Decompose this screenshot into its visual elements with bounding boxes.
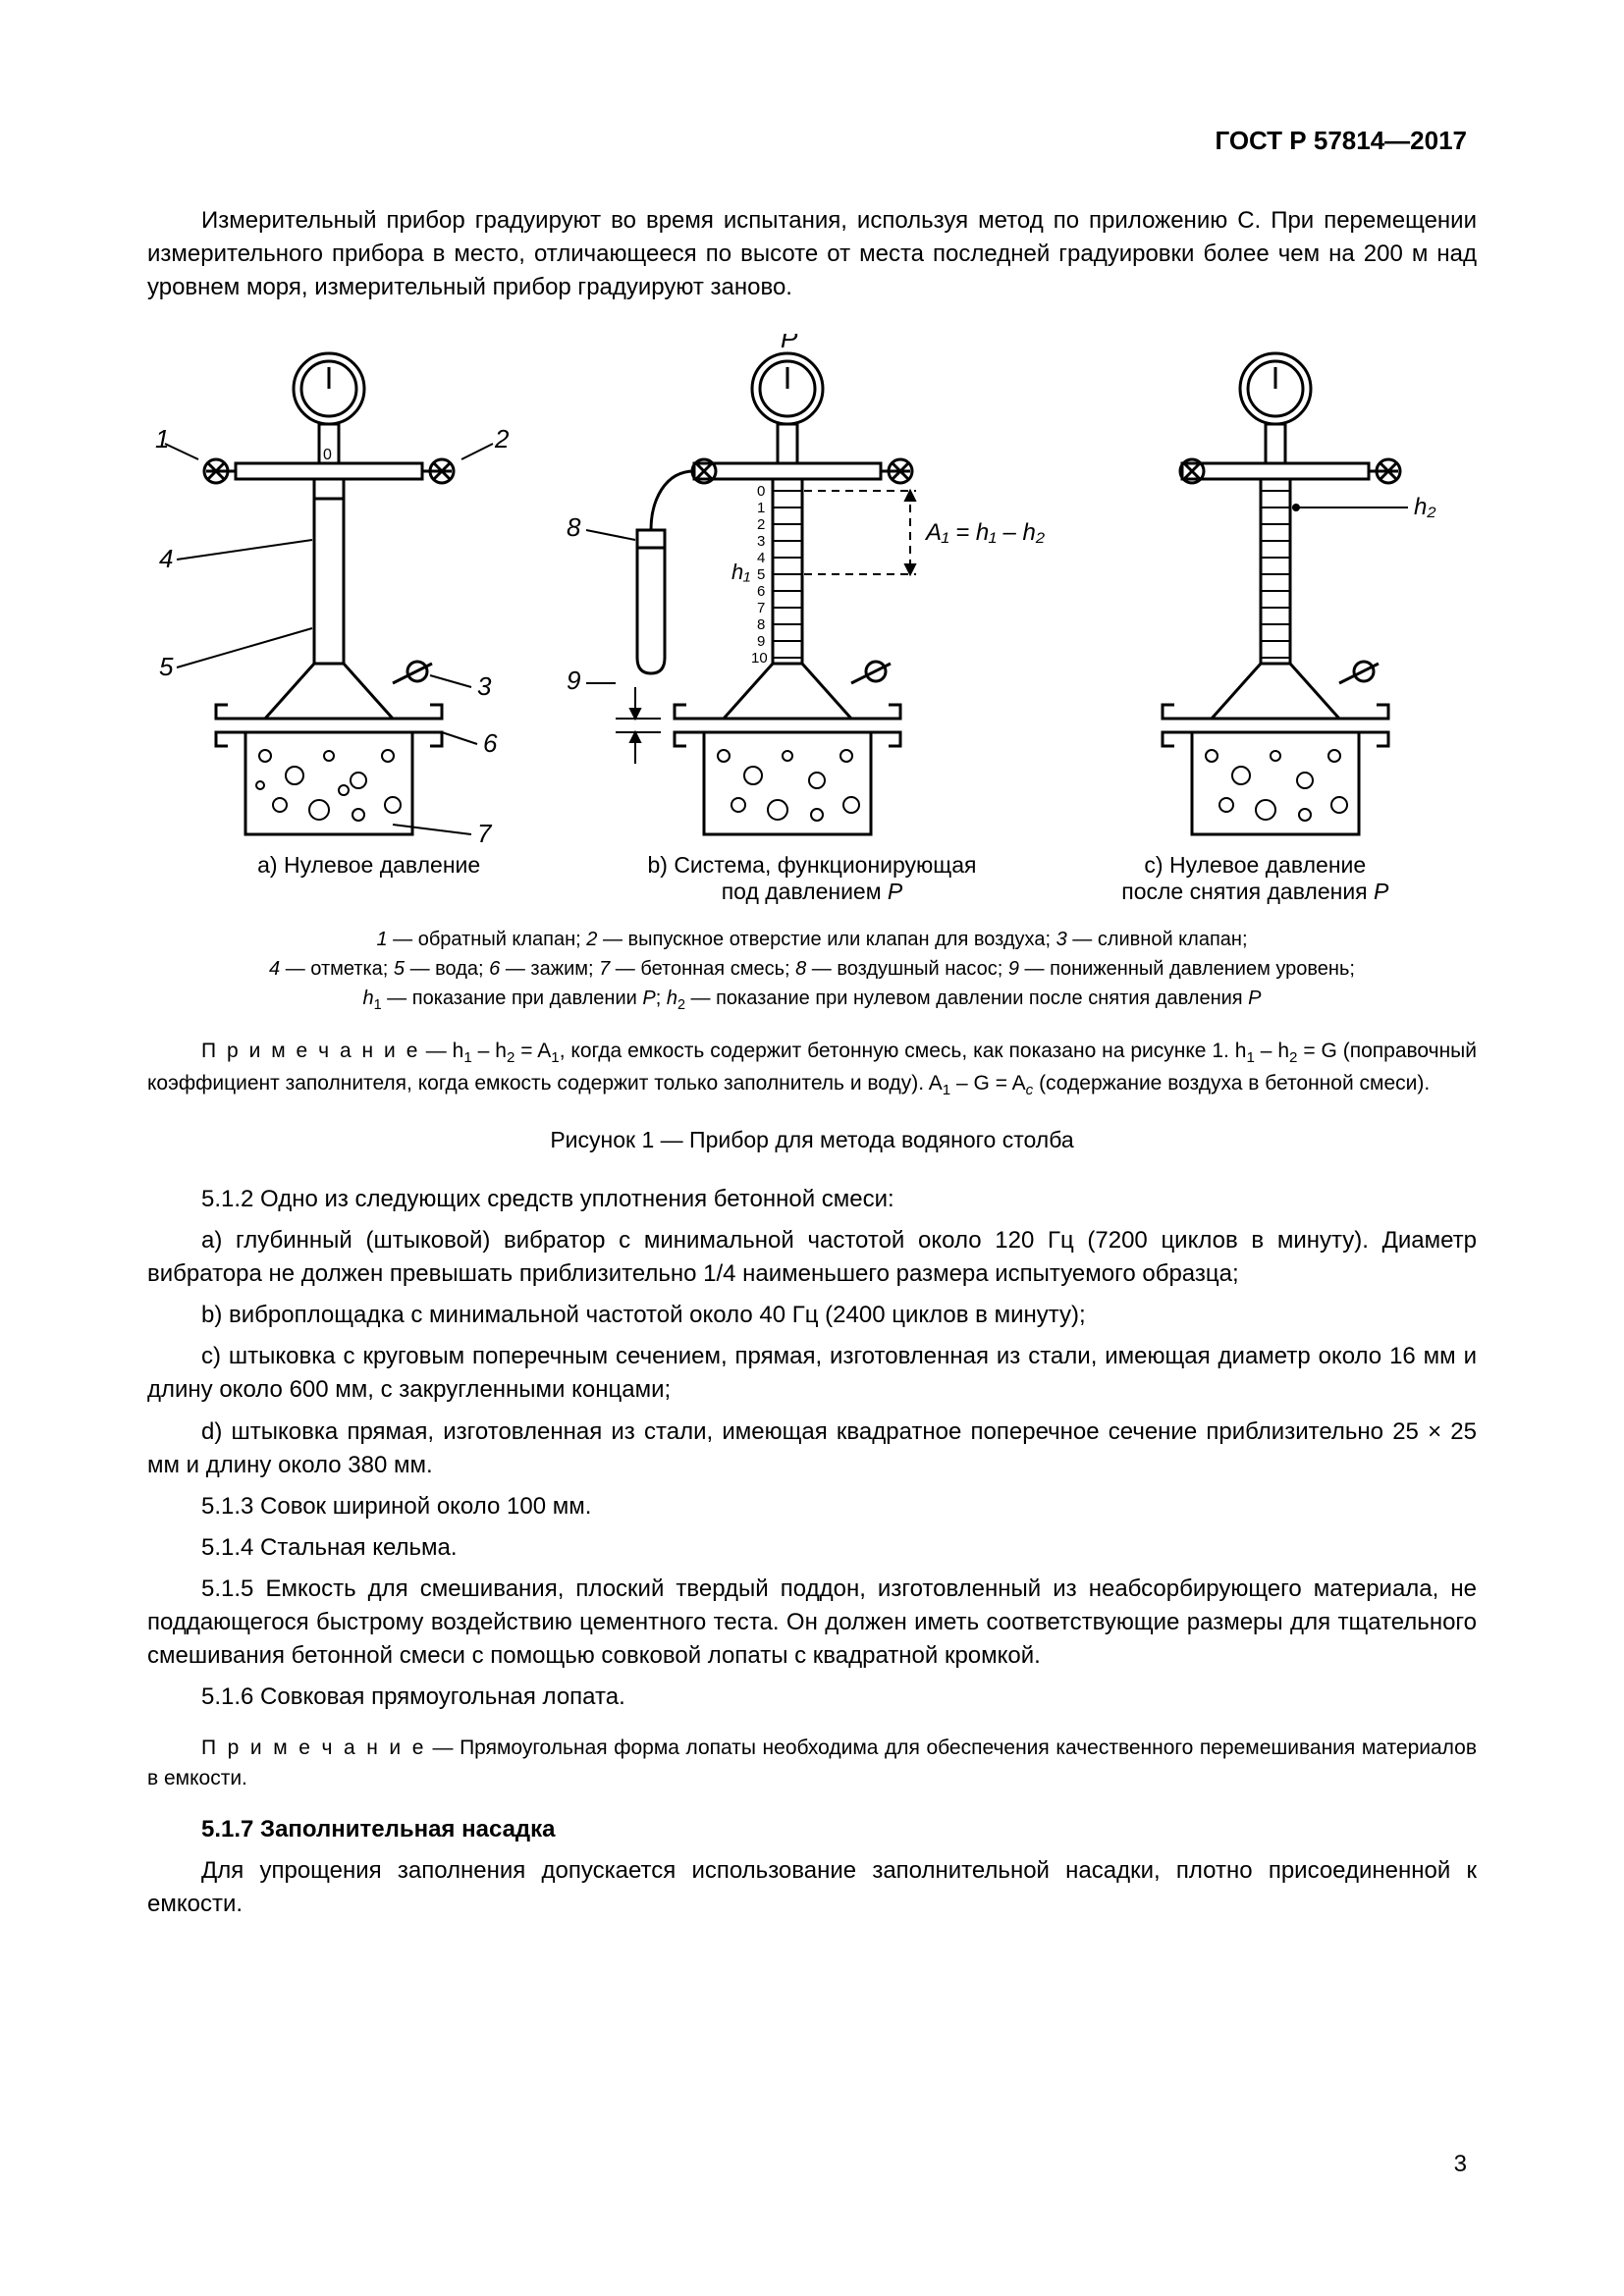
callout-7: 7 — [477, 819, 493, 844]
scale-7: 7 — [757, 600, 765, 616]
p-515: 5.1.5 Емкость для смешивания, плоский тв… — [147, 1573, 1477, 1673]
callout-6: 6 — [483, 728, 498, 758]
n1s4: 1 — [1246, 1049, 1254, 1066]
p-a: a) глубинный (штыковой) вибратор с миним… — [147, 1224, 1477, 1291]
n1b4: , когда емкость содержит бетонную смесь,… — [560, 1040, 1247, 1062]
n1s1: 1 — [463, 1049, 471, 1066]
page: ГОСТ Р 57814—2017 Измерительный прибор г… — [0, 0, 1624, 2296]
p-512: 5.1.2 Одно из следующих средств уплотнен… — [147, 1183, 1477, 1216]
scale-9: 9 — [757, 633, 765, 650]
diagram-b-svg: 0 1 2 3 4 5 6 7 8 9 10 h₁ — [557, 334, 1067, 844]
legend-line-2: 4 — отметка; 5 — вода; 6 — зажим; 7 — бе… — [147, 954, 1477, 984]
p-514: 5.1.4 Стальная кельма. — [147, 1531, 1477, 1565]
caption-a: a) Нулевое давление — [149, 852, 588, 905]
n1b5: – h — [1255, 1040, 1289, 1062]
figure-row: 1 2 4 5 3 6 7 0 — [147, 334, 1477, 844]
caption-b-line2: под давлением P — [722, 879, 903, 904]
note2-label: П р и м е ч а н и е — [201, 1736, 426, 1759]
legend-line-1: 1 — обратный клапан; 2 — выпускное отвер… — [147, 925, 1477, 954]
callout-5: 5 — [159, 652, 174, 681]
scale-6: 6 — [757, 583, 765, 600]
p-513: 5.1.3 Совок шириной около 100 мм. — [147, 1490, 1477, 1523]
n1b8: (содержание воздуха в бетонной смеси). — [1033, 1072, 1430, 1095]
n1b1: — h — [426, 1040, 464, 1062]
intro-paragraph: Измерительный прибор градуируют во время… — [147, 204, 1477, 304]
scale-1: 1 — [757, 500, 765, 516]
scale-8: 8 — [757, 616, 765, 633]
scale-10: 10 — [751, 650, 768, 667]
n1s3: 1 — [551, 1049, 559, 1066]
svg-text:0: 0 — [323, 447, 332, 463]
figure-a: 1 2 4 5 3 6 7 0 — [147, 334, 511, 844]
p-c: c) штыковка с круговым поперечным сечени… — [147, 1340, 1477, 1407]
caption-c: c) Нулевое давление после снятия давлени… — [1036, 852, 1475, 905]
p-b: b) виброплощадка с минимальной частотой … — [147, 1299, 1477, 1332]
caption-c-line1: c) Нулевое давление — [1144, 852, 1366, 878]
scale-4: 4 — [757, 550, 765, 566]
callout-4: 4 — [159, 544, 173, 573]
note-1: П р и м е ч а н и е — h1 – h2 = A1, когд… — [147, 1037, 1477, 1101]
n1b2: – h — [472, 1040, 507, 1062]
n1b7: – G = A — [950, 1072, 1025, 1095]
p-517-head: 5.1.7 Заполнительная насадка — [147, 1813, 1477, 1846]
figure-title: Рисунок 1 — Прибор для метода водяного с… — [147, 1127, 1477, 1153]
diagram-a-svg: 1 2 4 5 3 6 7 0 — [147, 334, 511, 844]
label-h2: h₂ — [1414, 494, 1436, 520]
label-p: P — [781, 334, 798, 353]
n1b3: = A — [514, 1040, 551, 1062]
scale-0: 0 — [757, 483, 765, 500]
figure-legend: 1 — обратный клапан; 2 — выпускное отвер… — [147, 925, 1477, 1017]
p-516: 5.1.6 Совковая прямоугольная лопата. — [147, 1681, 1477, 1714]
caption-c-line2: после снятия давления P — [1121, 879, 1388, 904]
caption-b-line1: b) Система, функционирующая — [647, 852, 976, 878]
callout-2: 2 — [494, 424, 510, 454]
diagram-c-svg: h₂ — [1113, 334, 1477, 844]
n1s6: 1 — [943, 1082, 950, 1098]
figure-c: h₂ — [1113, 334, 1477, 844]
callout-8: 8 — [567, 512, 581, 542]
figure-b: 0 1 2 3 4 5 6 7 8 9 10 h₁ — [557, 334, 1067, 844]
callout-1: 1 — [155, 424, 169, 454]
callout-9: 9 — [567, 666, 580, 695]
page-number: 3 — [1454, 2151, 1467, 2178]
p-517-body: Для упрощения заполнения допускается исп… — [147, 1854, 1477, 1921]
label-h1: h₁ — [731, 560, 750, 584]
callout-3: 3 — [477, 671, 492, 701]
p-517-head-text: 5.1.7 Заполнительная насадка — [201, 1816, 556, 1842]
scale-5: 5 — [757, 566, 765, 583]
p-d: d) штыковка прямая, изготовленная из ста… — [147, 1415, 1477, 1482]
caption-b: b) Система, функционирующая под давление… — [593, 852, 1032, 905]
note-2: П р и м е ч а н и е — Прямоугольная форм… — [147, 1734, 1477, 1793]
figure-captions: a) Нулевое давление b) Система, функцион… — [147, 852, 1477, 905]
note1-label: П р и м е ч а н и е — [201, 1040, 420, 1062]
legend-line-3: h1 — показание при давлении P; h2 — пока… — [147, 984, 1477, 1017]
scale-3: 3 — [757, 533, 765, 550]
scale-2: 2 — [757, 516, 765, 533]
label-a1: A₁ = h₁ – h₂ — [924, 519, 1045, 546]
doc-header: ГОСТ Р 57814—2017 — [1215, 126, 1467, 156]
